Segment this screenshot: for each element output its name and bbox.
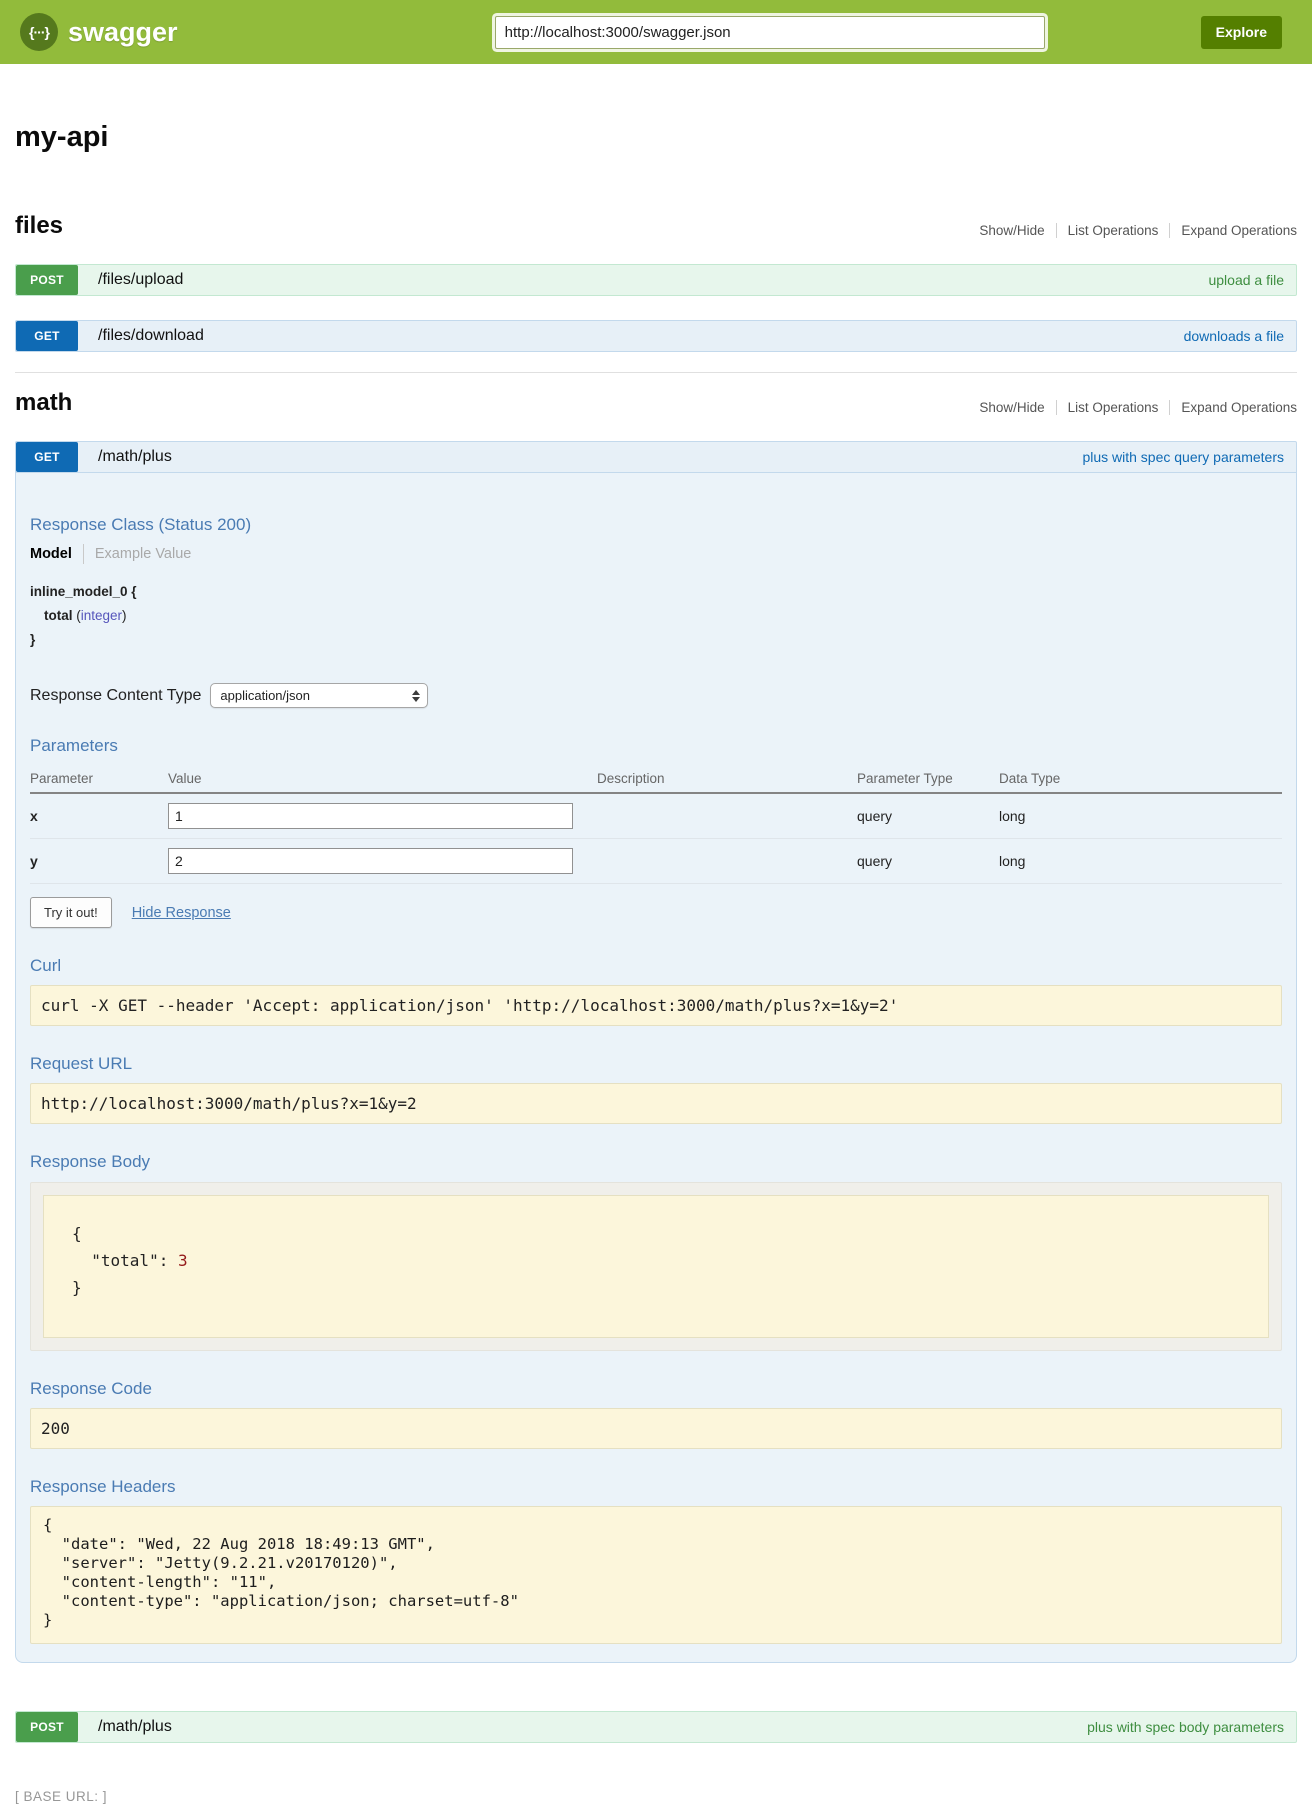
parameter-y-input[interactable] — [168, 848, 573, 874]
get-method-badge: GET — [16, 321, 78, 351]
post-method-badge: POST — [16, 1712, 78, 1742]
tab-separator — [82, 544, 84, 564]
response-content-type-value: application/json — [220, 688, 310, 703]
operation-summary-link[interactable]: downloads a file — [1183, 328, 1284, 344]
request-url-value: http://localhost:3000/math/plus?x=1&y=2 — [30, 1083, 1282, 1124]
files-section-header: files Show/Hide List Operations Expand O… — [15, 212, 1297, 240]
parameter-x-input[interactable] — [168, 803, 573, 829]
swagger-logo-icon: {···} — [20, 13, 58, 51]
operation-panel-get-math-plus: Response Class (Status 200) Model Exampl… — [15, 473, 1297, 1663]
operation-path-link[interactable]: /files/upload — [98, 271, 184, 288]
response-class-tabs: Model Example Value — [30, 544, 1282, 564]
response-content-type-row: Response Content Type application/json — [30, 683, 1282, 708]
json-close-brace: } — [72, 1278, 82, 1297]
parameter-row-y: y query long — [30, 838, 1282, 884]
parameters-header-row: Parameter Value Description Parameter Ty… — [30, 764, 1282, 794]
response-body-json: { "total": 3 } — [43, 1195, 1269, 1338]
col-parameter: Parameter — [30, 764, 168, 794]
parameter-name: y — [30, 838, 168, 884]
response-body-container: { "total": 3 } — [30, 1182, 1282, 1351]
parameter-name: x — [30, 793, 168, 839]
operation-get-files-download: GET /files/download downloads a file — [15, 320, 1297, 352]
json-total-line: "total": 3 — [72, 1247, 1258, 1274]
expand-operations-link[interactable]: Expand Operations — [1169, 400, 1297, 415]
api-title: my-api — [15, 121, 109, 153]
operation-row-get-math-plus[interactable]: GET /math/plus plus with spec query para… — [15, 441, 1297, 473]
col-data-type: Data Type — [999, 764, 1282, 794]
swagger-logo[interactable]: {···} swagger — [20, 13, 178, 51]
json-value: 3 — [177, 1251, 188, 1270]
operation-summary-link[interactable]: upload a file — [1208, 272, 1284, 288]
try-it-out-button[interactable]: Try it out! — [30, 897, 112, 928]
operation-summary-link[interactable]: plus with spec body parameters — [1087, 1719, 1284, 1735]
parameter-description — [597, 793, 857, 839]
math-section-header: math Show/Hide List Operations Expand Op… — [15, 389, 1297, 417]
swagger-logo-text: swagger — [68, 16, 178, 47]
response-content-type-label: Response Content Type — [30, 686, 202, 704]
response-code-heading: Response Code — [30, 1379, 152, 1398]
explore-button[interactable]: Explore — [1200, 15, 1282, 49]
col-parameter-type: Parameter Type — [857, 764, 999, 794]
operation-row-post-files-upload[interactable]: POST /files/upload upload a file — [15, 264, 1297, 296]
model-type-paren-open: ( — [76, 608, 81, 623]
parameter-row-x: x query long — [30, 793, 1282, 839]
select-arrows-icon — [412, 689, 421, 702]
json-open-brace: { — [72, 1224, 82, 1243]
operation-row-get-files-download[interactable]: GET /files/download downloads a file — [15, 320, 1297, 352]
model-property: total (integer) — [44, 608, 1282, 623]
response-headers-json: { "date": "Wed, 22 Aug 2018 18:49:13 GMT… — [30, 1506, 1282, 1644]
parameter-type: query — [857, 838, 999, 884]
operation-row-post-math-plus[interactable]: POST /math/plus plus with spec body para… — [15, 1711, 1297, 1743]
tab-example-value[interactable]: Example Value — [94, 546, 192, 562]
files-section-controls: Show/Hide List Operations Expand Operati… — [968, 223, 1297, 240]
model-property-type: integer — [80, 608, 123, 623]
list-operations-link[interactable]: List Operations — [1055, 400, 1170, 415]
list-operations-link[interactable]: List Operations — [1055, 223, 1170, 238]
model-type-paren-close: ) — [122, 608, 127, 623]
operation-get-math-plus: GET /math/plus plus with spec query para… — [15, 441, 1297, 1663]
post-method-badge: POST — [16, 265, 78, 295]
parameter-data-type: long — [999, 793, 1282, 839]
col-description: Description — [597, 764, 857, 794]
show-hide-link[interactable]: Show/Hide — [979, 400, 1045, 415]
operation-path-link[interactable]: /files/download — [98, 327, 204, 344]
response-headers-heading: Response Headers — [30, 1477, 176, 1496]
curl-heading: Curl — [30, 956, 62, 975]
spec-url-input[interactable] — [494, 15, 1045, 49]
response-body-heading: Response Body — [30, 1152, 151, 1171]
operation-path-link[interactable]: /math/plus — [98, 1718, 172, 1735]
math-section-controls: Show/Hide List Operations Expand Operati… — [968, 400, 1297, 417]
model-property-name: total — [44, 608, 73, 623]
math-section-title: math — [15, 389, 73, 416]
operation-summary-link[interactable]: plus with spec query parameters — [1082, 449, 1284, 465]
response-content-type-select[interactable]: application/json — [210, 683, 429, 708]
model-close-brace: } — [30, 632, 36, 647]
hide-response-link[interactable]: Hide Response — [131, 904, 231, 921]
section-divider — [15, 372, 1297, 373]
operation-post-math-plus: POST /math/plus plus with spec body para… — [15, 1711, 1297, 1743]
parameter-description — [597, 838, 857, 884]
operation-path-link[interactable]: /math/plus — [98, 448, 172, 465]
files-section-title: files — [15, 212, 64, 239]
model-signature: inline_model_0 { total (integer) } — [30, 584, 1282, 647]
get-method-badge: GET — [16, 442, 78, 472]
col-value: Value — [168, 764, 597, 794]
response-code-value: 200 — [30, 1408, 1282, 1449]
request-url-heading: Request URL — [30, 1054, 133, 1073]
parameters-heading: Parameters — [30, 736, 118, 755]
base-url-footer: [ BASE URL: ] — [15, 1789, 108, 1804]
tab-model[interactable]: Model — [30, 546, 72, 562]
actions-row: Try it out! Hide Response — [30, 897, 1282, 928]
operation-post-files-upload: POST /files/upload upload a file — [15, 264, 1297, 296]
parameter-type: query — [857, 793, 999, 839]
model-name: inline_model_0 { — [30, 584, 137, 599]
parameters-table: Parameter Value Description Parameter Ty… — [30, 764, 1282, 884]
show-hide-link[interactable]: Show/Hide — [979, 223, 1045, 238]
header-bar: {···} swagger Explore — [0, 0, 1312, 64]
curl-command: curl -X GET --header 'Accept: applicatio… — [30, 985, 1282, 1026]
response-class-heading: Response Class (Status 200) — [30, 515, 252, 534]
parameter-data-type: long — [999, 838, 1282, 884]
json-key: "total": — [72, 1251, 178, 1270]
expand-operations-link[interactable]: Expand Operations — [1169, 223, 1297, 238]
